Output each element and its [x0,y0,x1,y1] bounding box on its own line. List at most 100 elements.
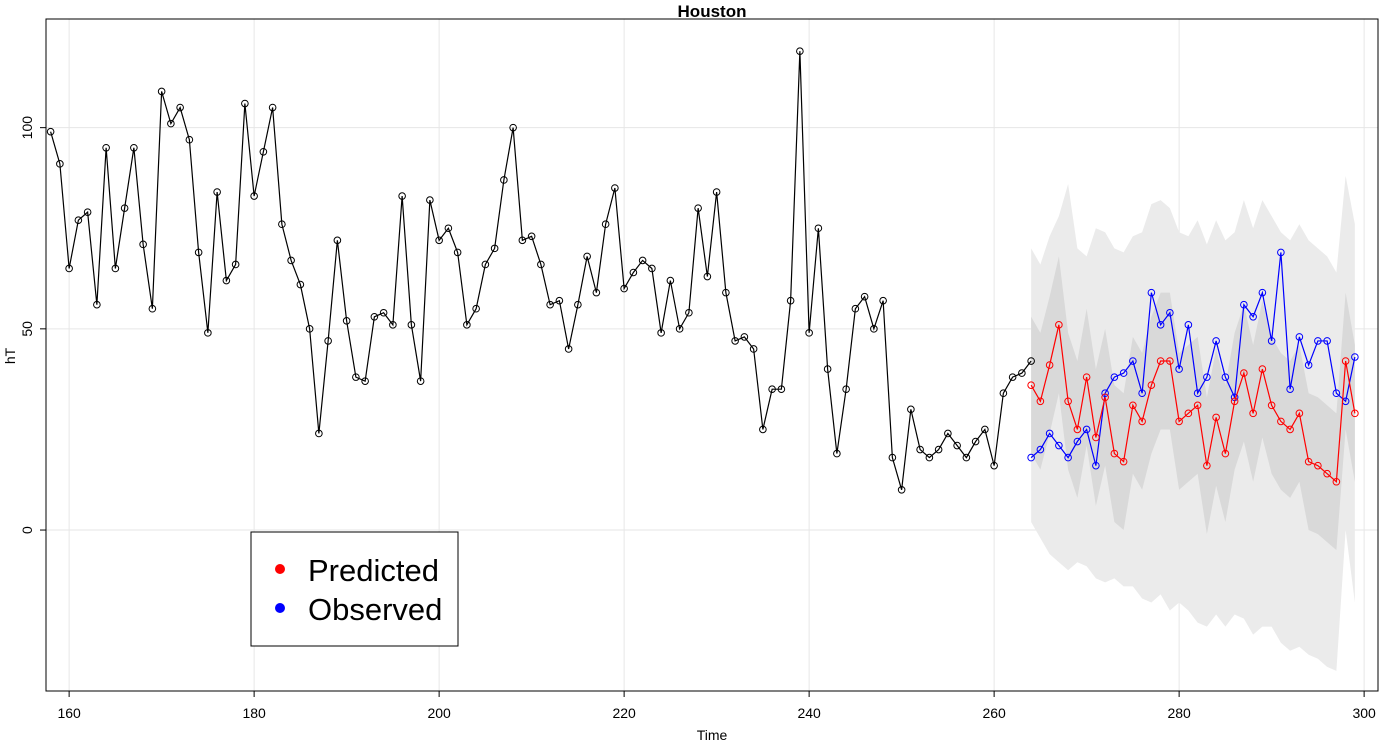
history-point [259,147,268,156]
history-point [574,300,582,309]
history-point [546,300,554,309]
history-point [102,143,110,152]
predicted-point [1277,417,1285,426]
history-point [305,325,314,333]
history-line [50,51,1032,490]
history-point [490,244,499,253]
observed-point [1138,389,1146,398]
history-point [426,196,434,204]
predicted-point [1110,449,1119,458]
history-point [250,192,258,200]
observed-point [1332,389,1341,398]
y-tick-label: 100 [19,116,35,140]
predicted-point [1166,357,1174,365]
predicted-point [1332,477,1341,486]
y-tick-label: 0 [19,526,35,534]
history-point [389,321,397,329]
observed-point [1101,389,1109,398]
history-point [435,236,443,245]
history-point [361,377,369,385]
predicted-point [1314,461,1322,470]
observed-point [1110,373,1119,381]
predicted-point [1073,425,1082,434]
observed-point [1092,461,1100,470]
history-point [1008,373,1017,381]
predicted-point [1027,381,1035,389]
history-point [879,296,887,305]
legend-label-predicted: Predicted [308,553,439,588]
history-point [675,325,684,333]
history-point [777,385,786,394]
history-point [537,260,545,269]
predicted-point [1138,417,1146,426]
observed-point [1249,312,1257,321]
observed-point [1304,361,1313,369]
history-point [564,345,573,353]
history-point [592,288,601,297]
chart-title: Houston [678,2,747,21]
history-point [685,308,693,317]
observed-point [1351,353,1359,361]
history-point [204,329,212,337]
prediction-bands [1031,175,1355,671]
predicted-point [1351,409,1359,418]
history-point [657,329,665,337]
observed-point [1045,429,1054,438]
history-point [648,264,656,273]
history-point [990,461,998,470]
history-point [120,204,129,212]
history-point [278,220,286,229]
history-point [518,236,527,245]
predicted-point [1101,393,1109,402]
history-point [703,272,712,281]
observed-point [1193,389,1202,398]
plot-frame [45,18,1379,692]
history-point [509,123,517,132]
x-tick-label: 260 [982,705,1006,721]
observed-line [1030,252,1356,466]
observed-point [1295,333,1304,341]
history-point [934,445,943,454]
observed-point [1323,337,1331,345]
history-point [870,325,878,333]
legend-swatch-predicted [275,564,285,574]
x-axis-label: Time [697,727,728,742]
history-point [601,220,610,229]
history-point [638,256,647,265]
history-point [842,385,850,394]
predicted-point [1045,361,1054,369]
history-point [749,345,758,353]
x-tick-label: 280 [1167,705,1191,721]
predicted-point [1193,401,1202,410]
history-point [148,304,157,313]
history-point [823,365,832,373]
predicted-point [1240,369,1248,377]
observed-point [1212,337,1220,345]
predicted-point [1212,413,1220,422]
predicted-point [1304,457,1313,466]
history-point [333,236,342,245]
history-point [296,280,305,289]
y-axis-label: hT [2,347,18,364]
history-point [213,188,221,196]
history-point [759,425,767,434]
history-point [897,486,906,494]
predicted-point [1249,409,1257,418]
history-point [157,87,166,96]
history-point [74,216,83,224]
predicted-point [1286,425,1294,434]
observed-point [1166,308,1174,317]
history-point [56,160,64,168]
observed-point [1082,425,1091,434]
history-point [342,316,351,325]
observed-point [1184,321,1193,329]
x-tick-label: 200 [427,705,451,721]
predicted-point [1323,469,1331,478]
history-point [111,264,120,273]
observed-point [1203,373,1211,381]
history-point [722,288,730,297]
history-point [315,429,323,438]
history-point [407,321,416,329]
observed-point [1064,453,1072,462]
